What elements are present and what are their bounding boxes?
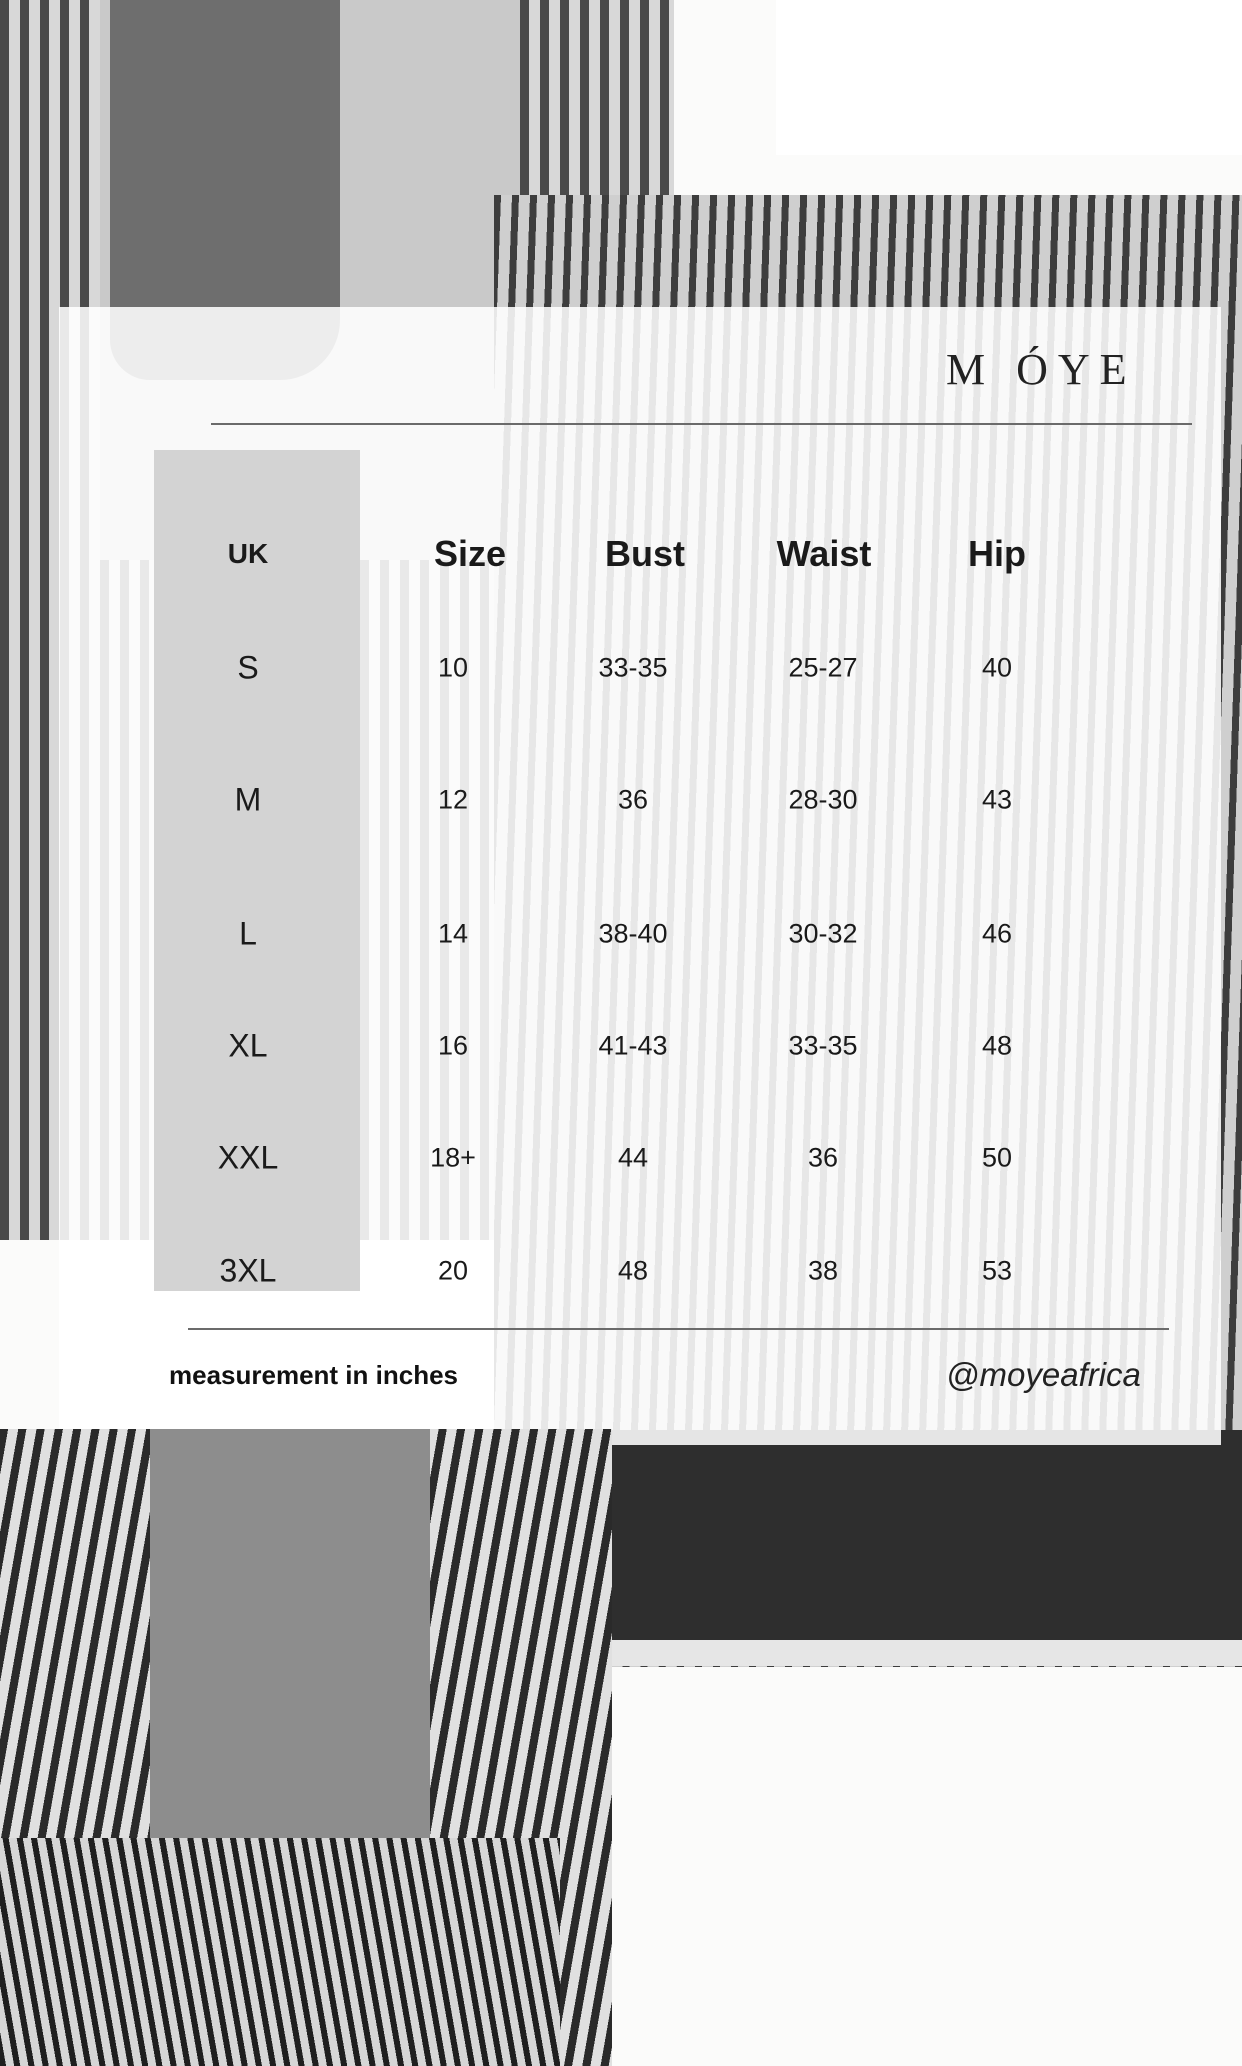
cell-waist: 28-30 bbox=[788, 784, 858, 815]
cell-hip: 43 bbox=[981, 784, 1013, 815]
header-size: Size bbox=[433, 533, 507, 574]
cell-size: 20 bbox=[437, 1255, 469, 1286]
cell-hip: 46 bbox=[981, 918, 1013, 949]
cell-uk: M bbox=[234, 781, 262, 818]
cell-hip: 40 bbox=[981, 652, 1013, 683]
cell-uk: L bbox=[239, 915, 257, 952]
top-divider bbox=[211, 423, 1192, 425]
cell-hip: 53 bbox=[981, 1255, 1013, 1286]
cell-bust: 33-35 bbox=[598, 652, 668, 683]
cell-bust: 44 bbox=[617, 1142, 649, 1173]
cell-bust: 48 bbox=[617, 1255, 649, 1286]
background-photo-right-hem bbox=[612, 1430, 1242, 1666]
cell-uk: XXL bbox=[217, 1139, 279, 1176]
header-hip: Hip bbox=[968, 533, 1026, 574]
cell-bust: 41-43 bbox=[598, 1030, 668, 1061]
cell-size: 14 bbox=[437, 918, 469, 949]
cell-hip: 50 bbox=[981, 1142, 1013, 1173]
cell-uk: 3XL bbox=[219, 1252, 277, 1289]
background-white-block bbox=[776, 0, 1242, 155]
cell-waist: 38 bbox=[807, 1255, 839, 1286]
measurement-note: measurement in inches bbox=[169, 1360, 458, 1390]
cell-waist: 33-35 bbox=[788, 1030, 858, 1061]
bottom-divider bbox=[188, 1328, 1169, 1330]
social-handle: @moyeafrica bbox=[946, 1356, 1141, 1393]
background-photo-right-edge bbox=[612, 1640, 1242, 1666]
cell-waist: 25-27 bbox=[788, 652, 858, 683]
cell-size: 18+ bbox=[430, 1142, 476, 1173]
header-bust: Bust bbox=[605, 533, 685, 574]
cell-size: 16 bbox=[437, 1030, 469, 1061]
cell-uk: XL bbox=[228, 1027, 268, 1064]
cell-size: 12 bbox=[437, 784, 469, 815]
cell-hip: 48 bbox=[981, 1030, 1013, 1061]
brand-logo: M ÓYE bbox=[946, 345, 1137, 394]
size-chart-card-extension bbox=[612, 1429, 1221, 1445]
cell-waist: 30-32 bbox=[788, 918, 858, 949]
cell-bust: 36 bbox=[617, 784, 649, 815]
cell-bust: 38-40 bbox=[598, 918, 668, 949]
cell-size: 10 bbox=[437, 652, 469, 683]
header-waist: Waist bbox=[776, 533, 872, 574]
cell-uk: S bbox=[237, 649, 259, 686]
background-photo-bottom-skirt bbox=[0, 1838, 560, 2066]
uk-column-highlight bbox=[154, 450, 360, 1291]
cell-waist: 36 bbox=[807, 1142, 839, 1173]
header-uk: UK bbox=[227, 538, 269, 569]
